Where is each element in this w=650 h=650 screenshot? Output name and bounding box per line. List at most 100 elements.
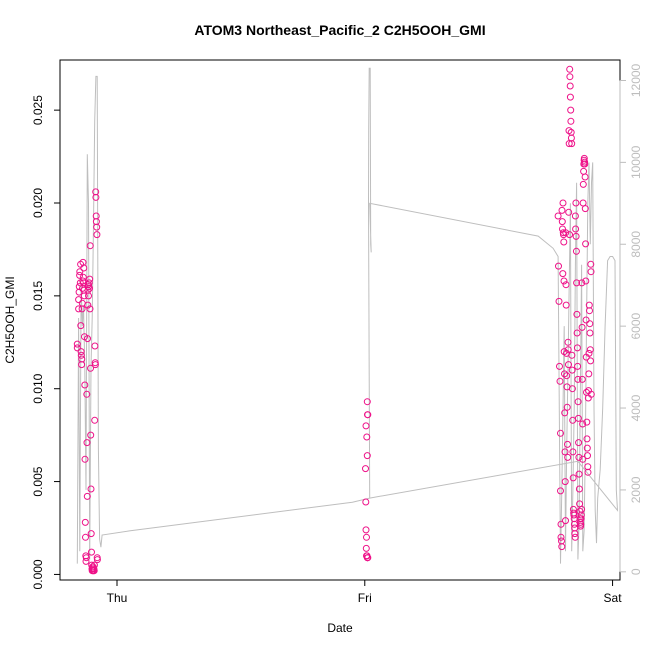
data-point xyxy=(83,390,91,398)
data-point xyxy=(92,193,100,201)
chart-title: ATOM3 Northeast_Pacific_2 C2H5OOH_GMI xyxy=(194,22,485,38)
bottom-axis: Thu Fri Sat xyxy=(107,579,623,605)
data-point xyxy=(561,370,568,378)
data-point xyxy=(363,398,371,406)
data-point xyxy=(555,297,563,305)
right-tick-label: 6000 xyxy=(629,312,643,339)
data-point xyxy=(91,416,99,424)
data-point xyxy=(567,134,575,142)
data-point xyxy=(564,453,572,461)
data-point xyxy=(587,390,595,398)
data-point xyxy=(363,452,371,460)
data-point xyxy=(574,414,582,422)
data-point xyxy=(575,439,583,447)
data-point xyxy=(562,517,569,525)
data-point xyxy=(561,409,569,417)
data-point xyxy=(81,381,89,389)
data-point xyxy=(87,530,95,538)
data-point xyxy=(76,271,84,279)
data-point xyxy=(579,199,587,207)
x-axis-label: Date xyxy=(327,621,353,635)
data-point xyxy=(363,533,370,541)
data-point xyxy=(583,435,591,443)
data-point xyxy=(587,260,595,268)
data-point xyxy=(566,65,574,73)
right-tick-label: 8000 xyxy=(629,231,643,258)
data-point xyxy=(85,292,92,300)
data-point xyxy=(575,470,583,478)
left-tick-label: 0.020 xyxy=(31,188,45,218)
data-point xyxy=(82,557,90,565)
data-point xyxy=(93,223,101,231)
data-point xyxy=(568,140,576,148)
data-point xyxy=(79,273,87,281)
data-point xyxy=(86,284,93,292)
data-point xyxy=(86,305,94,313)
data-point xyxy=(570,511,578,519)
data-point xyxy=(557,520,565,528)
data-point xyxy=(73,340,81,348)
data-point xyxy=(582,240,590,248)
data-point xyxy=(584,452,591,460)
data-point xyxy=(573,329,581,337)
left-tick-label: 0.015 xyxy=(31,281,45,311)
data-point xyxy=(81,518,89,526)
data-point xyxy=(560,277,568,285)
data-point xyxy=(87,364,94,372)
data-point xyxy=(560,348,568,356)
data-point xyxy=(567,117,575,125)
data-point xyxy=(84,335,91,343)
data-point xyxy=(563,372,571,380)
data-point xyxy=(554,212,562,220)
data-point xyxy=(569,416,577,424)
data-point xyxy=(80,292,88,300)
data-point xyxy=(557,533,565,541)
data-point xyxy=(582,277,590,285)
data-point xyxy=(587,268,595,276)
data-point xyxy=(87,485,95,493)
data-point xyxy=(574,398,582,406)
data-point xyxy=(582,316,590,324)
data-point xyxy=(84,301,92,309)
data-point xyxy=(564,440,571,448)
data-point xyxy=(566,73,574,81)
data-point xyxy=(562,229,570,237)
data-point xyxy=(583,444,591,452)
data-point xyxy=(75,305,83,313)
left-tick-label: 0.025 xyxy=(31,95,45,125)
data-point xyxy=(578,375,586,383)
data-point xyxy=(364,554,372,562)
secondary-series-line xyxy=(76,67,619,564)
data-point xyxy=(575,485,583,493)
data-point xyxy=(566,231,573,239)
right-tick-label: 0 xyxy=(629,568,643,575)
data-point xyxy=(562,301,570,309)
scatter-points-layer xyxy=(73,65,595,575)
data-point xyxy=(578,279,586,287)
data-point xyxy=(557,429,564,437)
data-point xyxy=(565,208,573,216)
data-point xyxy=(585,370,593,378)
right-tick-label: 2000 xyxy=(629,476,643,503)
data-point xyxy=(566,93,574,101)
data-point xyxy=(558,206,566,214)
data-point xyxy=(565,361,572,369)
data-point xyxy=(579,420,587,428)
data-point xyxy=(574,362,582,370)
data-point xyxy=(565,127,573,135)
data-point xyxy=(569,448,577,456)
data-point xyxy=(568,385,576,393)
data-point xyxy=(584,463,592,471)
left-axis: 0.000 0.005 0.010 0.015 0.020 0.025 xyxy=(31,95,61,589)
bottom-tick-label: Thu xyxy=(107,591,128,605)
data-point xyxy=(573,310,581,318)
data-point xyxy=(567,106,575,114)
bottom-tick-label: Sat xyxy=(604,591,623,605)
right-axis: 0 2000 4000 6000 8000 10000 12000 xyxy=(619,63,643,575)
data-point xyxy=(581,173,589,181)
data-point xyxy=(583,418,591,426)
data-point xyxy=(83,492,91,500)
data-point xyxy=(575,453,583,461)
data-point xyxy=(579,455,587,463)
